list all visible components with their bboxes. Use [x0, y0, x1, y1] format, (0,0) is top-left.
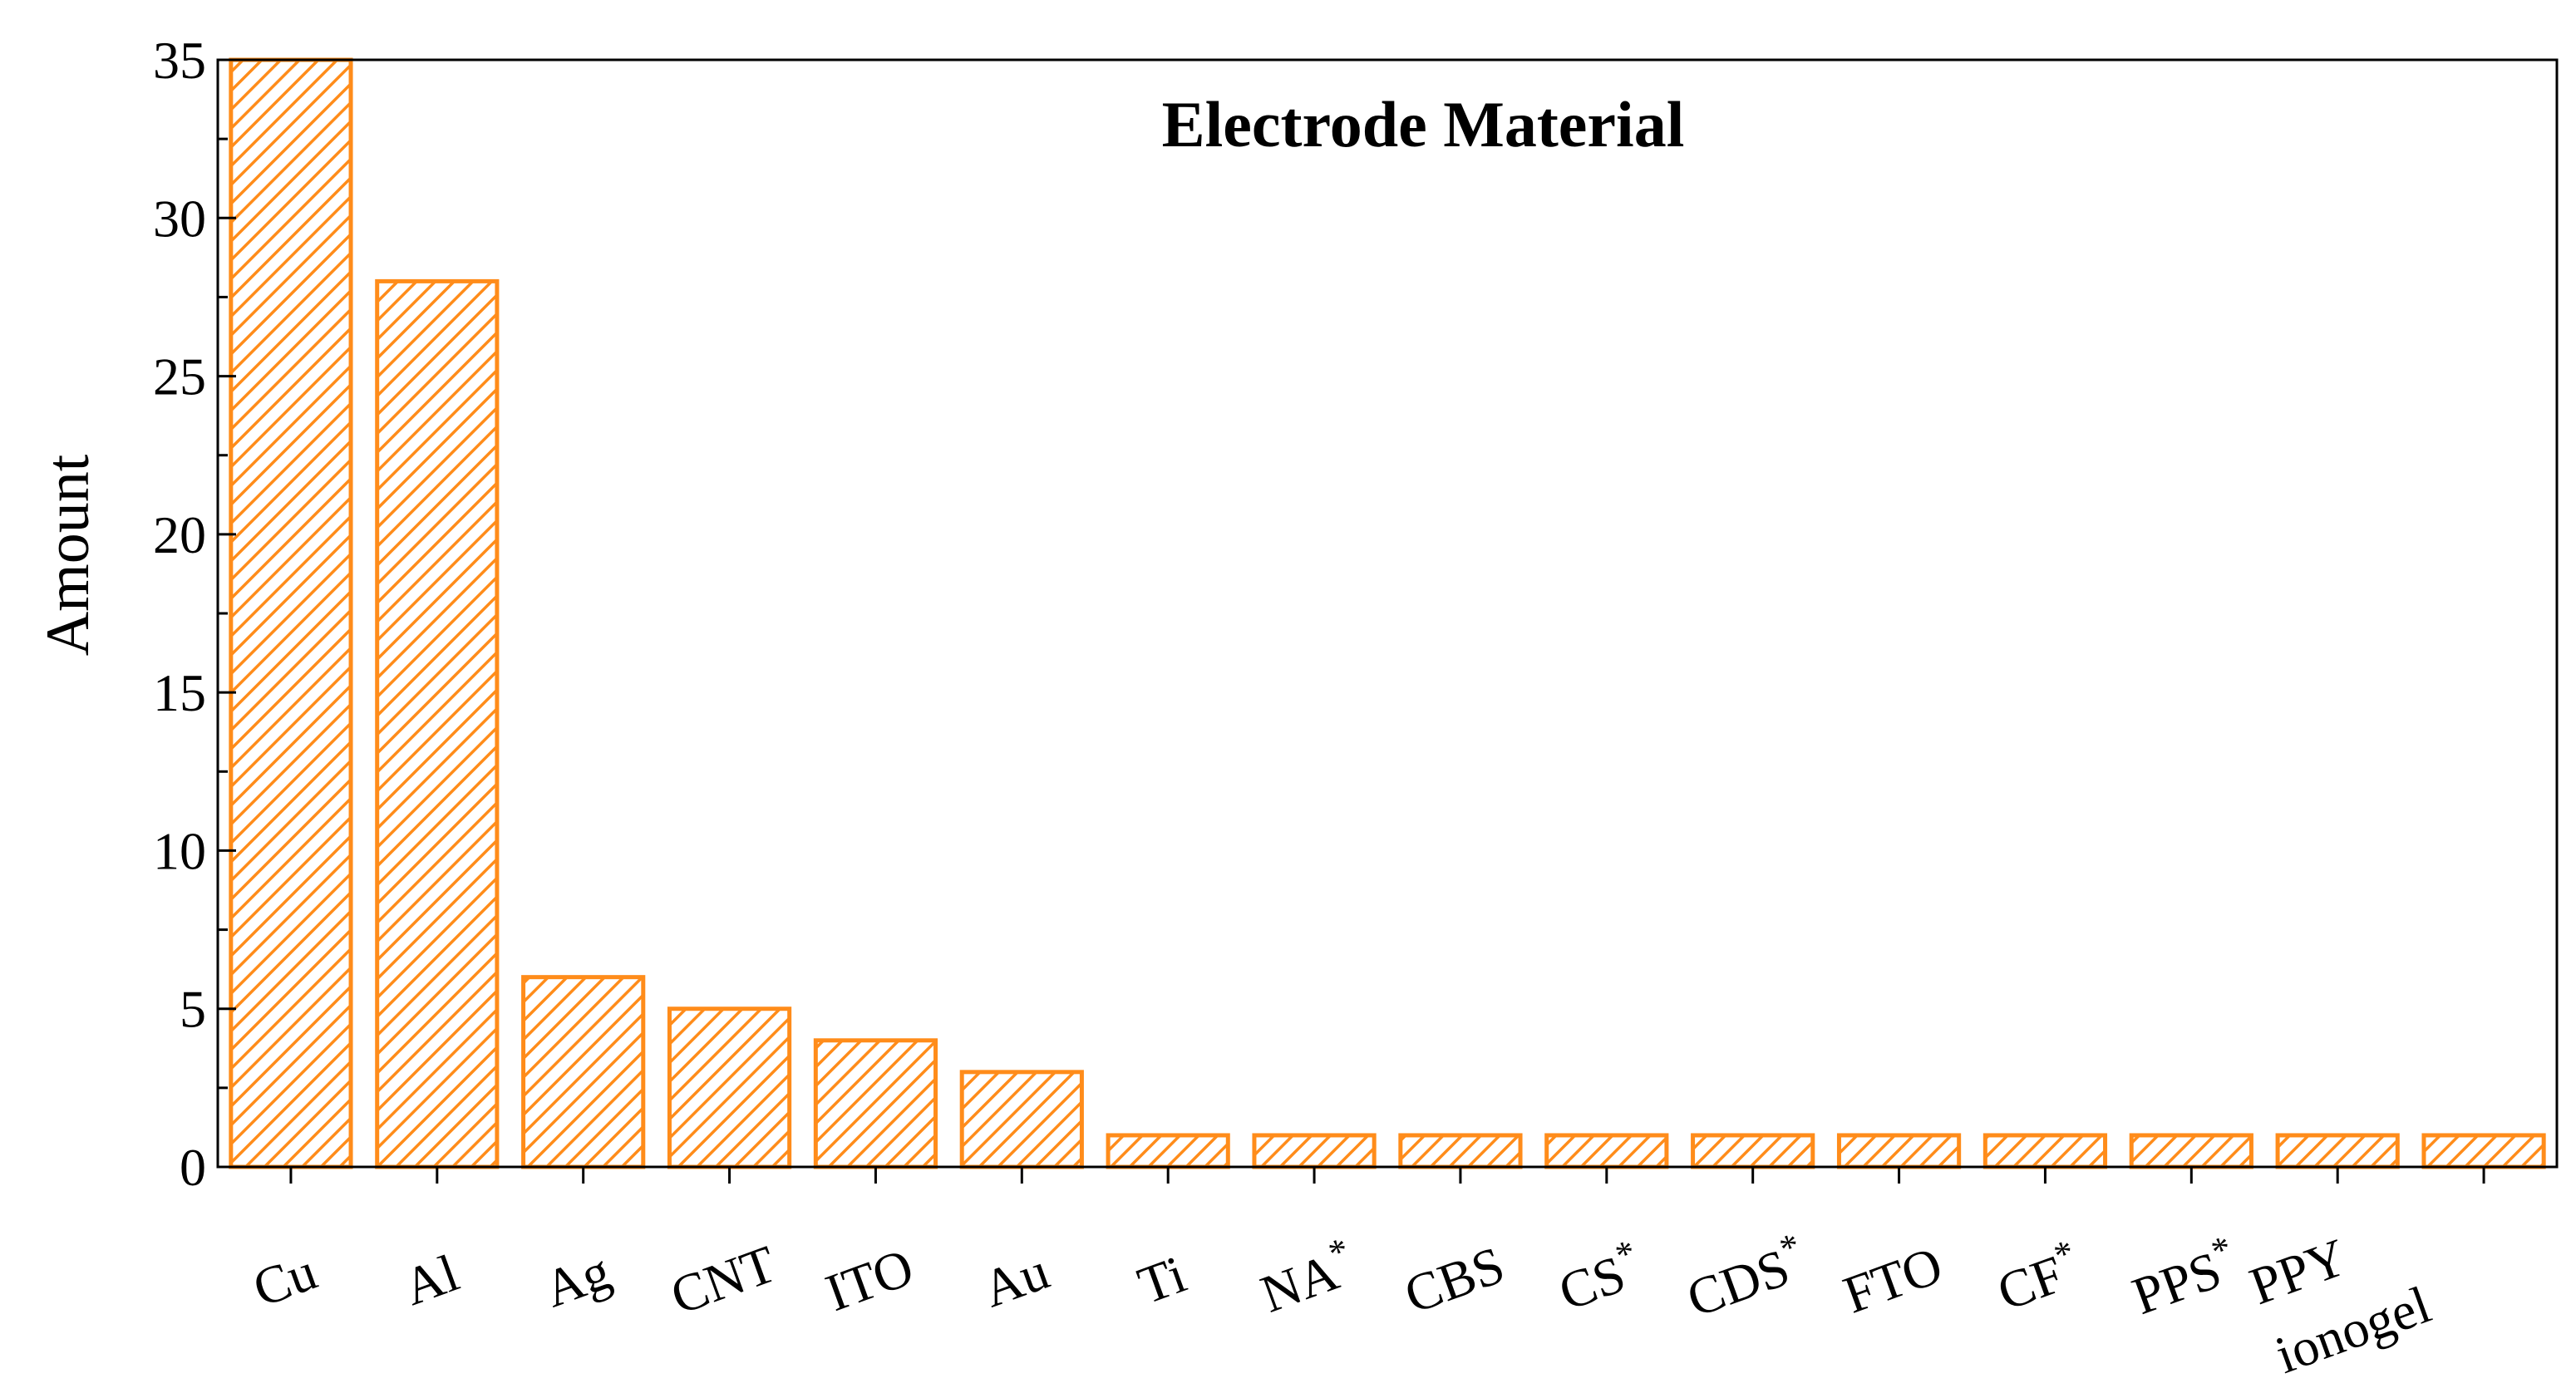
x-tick-label: CS*	[1549, 1232, 1649, 1322]
bar-ti	[1106, 1133, 1230, 1169]
y-tick-label: 30	[153, 189, 206, 248]
bar-ito	[813, 1038, 938, 1169]
chart-title: Electrode Material	[1162, 88, 1685, 160]
y-tick-label: 10	[153, 821, 206, 880]
bar-cds	[1691, 1133, 1815, 1169]
x-tick-label: CNT	[663, 1234, 784, 1326]
bar-ionogel	[2421, 1133, 2546, 1169]
superscript-mark: *	[2049, 1232, 2080, 1277]
x-tick-label: Ti	[1130, 1244, 1194, 1315]
bar-cf	[1982, 1133, 2108, 1169]
y-tick-label: 20	[153, 505, 206, 564]
bar-ppy	[2275, 1133, 2400, 1169]
x-tick-label: CF*	[1987, 1232, 2088, 1322]
x-tick-label: CDS*	[1677, 1225, 1815, 1328]
y-tick-label: 15	[153, 663, 206, 722]
bar-fto	[1836, 1133, 1962, 1169]
bar-cu	[229, 57, 353, 1169]
x-tick-label: ITO	[818, 1237, 920, 1322]
x-tick-label: PPY	[2243, 1227, 2355, 1316]
bar-cbs	[1398, 1133, 1523, 1169]
x-tick-label: PPS*	[2123, 1228, 2246, 1326]
bar-au	[959, 1070, 1084, 1169]
y-tick-label: 25	[153, 347, 206, 406]
x-tick-label: Cu	[245, 1242, 323, 1318]
superscript-mark: *	[1775, 1225, 1805, 1270]
bar-ag	[521, 975, 646, 1169]
bar-cnt	[667, 1007, 792, 1169]
superscript-mark: *	[1323, 1229, 1354, 1274]
x-tick-label: Al	[396, 1243, 465, 1317]
x-tick-label: NA*	[1251, 1229, 1363, 1323]
plot-area: 0 5 10 15 20 25 30 35 Cu Al Ag CNT ITO Au Ti NA* CBS CS* C…	[153, 31, 2559, 1385]
x-tick-label: FTO	[1836, 1235, 1950, 1325]
x-tick-label: Au	[975, 1241, 1057, 1318]
bar-pps	[2129, 1133, 2253, 1169]
x-tick-label: Ag	[536, 1241, 618, 1318]
y-axis-title: Amount	[34, 454, 102, 656]
superscript-mark: *	[1610, 1232, 1641, 1277]
bar-cs	[1544, 1133, 1669, 1169]
y-tick-label: 35	[153, 31, 206, 90]
bar-al	[375, 278, 500, 1169]
y-tick-label: 5	[180, 980, 206, 1039]
bar-na	[1252, 1133, 1377, 1169]
x-tick-label: CBS	[1397, 1235, 1512, 1325]
y-tick-label: 0	[180, 1138, 206, 1197]
superscript-mark: *	[2206, 1228, 2237, 1272]
